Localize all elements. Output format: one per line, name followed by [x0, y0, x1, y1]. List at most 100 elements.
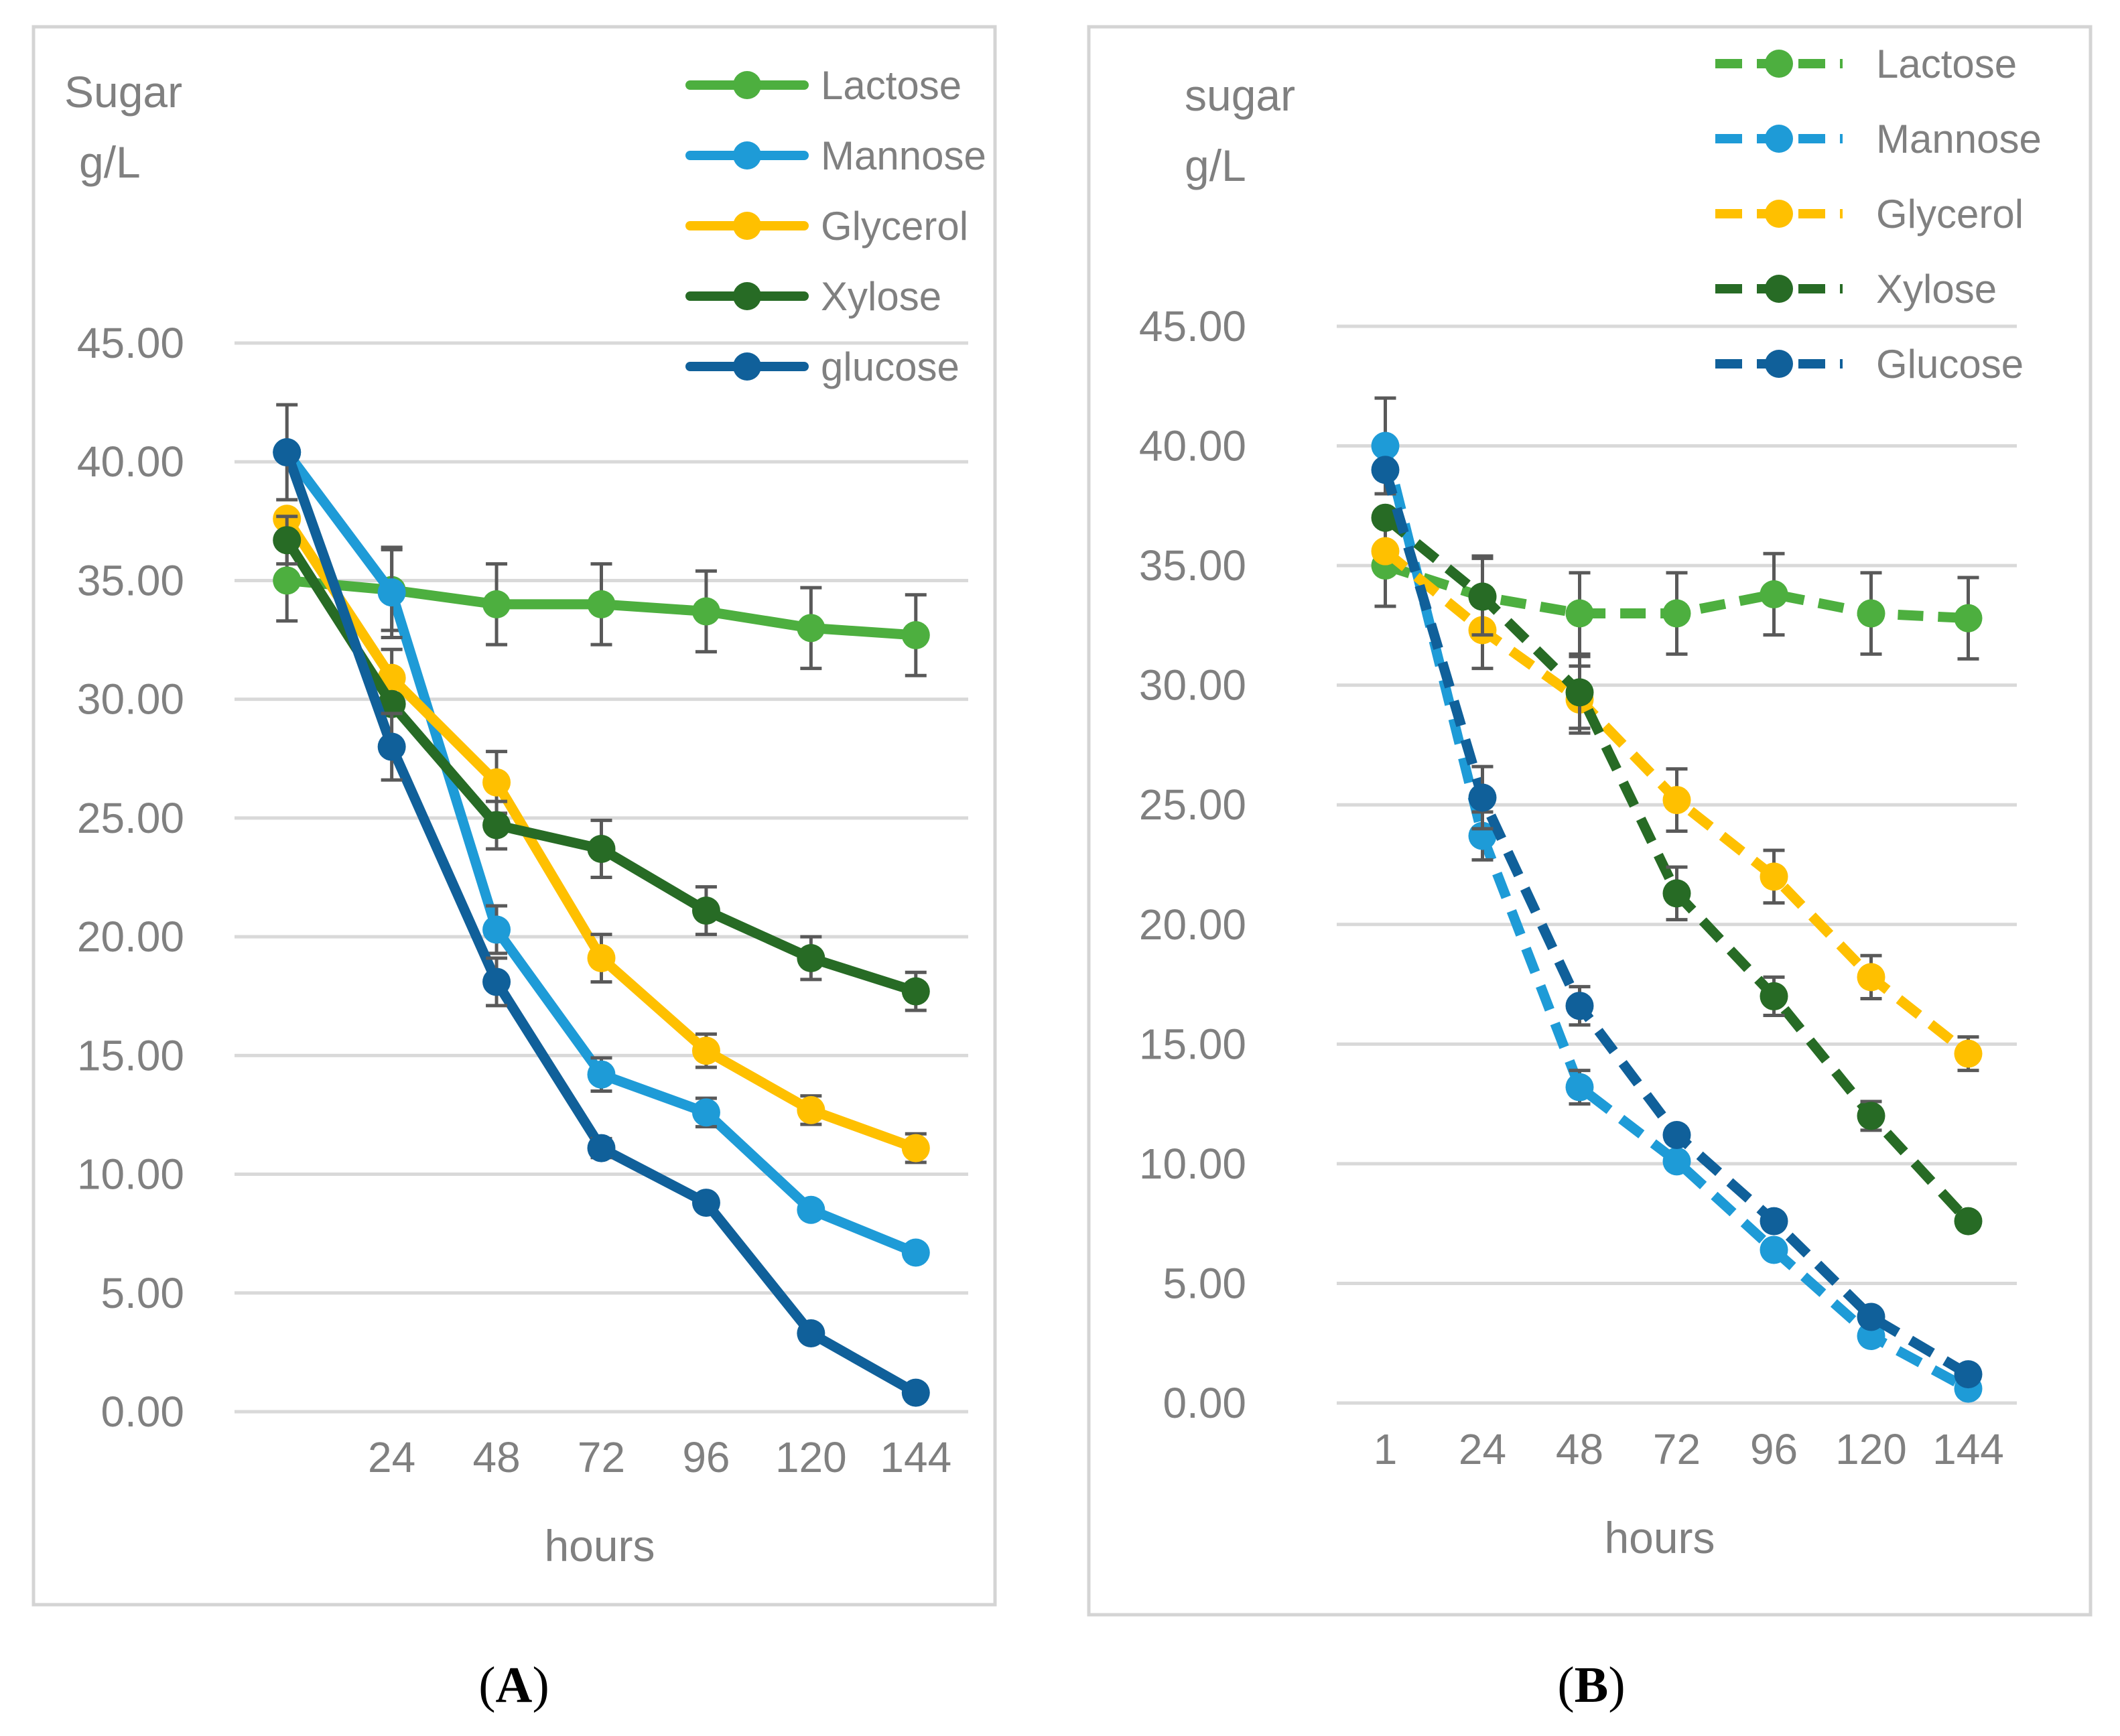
- data-point: [1371, 456, 1400, 484]
- data-point: [901, 977, 930, 1006]
- data-point: [1565, 678, 1594, 707]
- data-point: [797, 1095, 825, 1124]
- y-tick-label: 20.00: [1139, 900, 1246, 949]
- x-axis-title: hours: [544, 1521, 655, 1571]
- data-point: [1857, 1303, 1885, 1331]
- legend-item-glucose: Glucose: [1715, 342, 2024, 387]
- y-axis-title: g/L: [79, 137, 141, 187]
- data-point: [587, 944, 616, 973]
- y-tick-label: 25.00: [1139, 781, 1246, 829]
- data-point: [1954, 1039, 1983, 1068]
- y-tick-label: 45.00: [77, 319, 184, 367]
- data-point: [691, 1037, 720, 1065]
- legend-label: Mannose: [1876, 117, 2042, 161]
- data-point: [587, 1060, 616, 1089]
- y-tick-label: 10.00: [1139, 1140, 1246, 1188]
- panel-label-letter: A: [496, 1657, 533, 1713]
- data-point: [1662, 1147, 1691, 1176]
- y-tick-label: 30.00: [77, 675, 184, 724]
- data-point: [377, 732, 406, 761]
- legend-label: Lactose: [821, 63, 962, 108]
- x-tick-label: 144: [880, 1433, 951, 1481]
- x-tick-label: 24: [368, 1433, 415, 1481]
- chart-panel-a: 0.00 5.00 10.00 15.00 20.00 25.00 30.00 35.00 40…: [31, 25, 997, 1713]
- data-point: [1662, 1121, 1691, 1150]
- x-tick-label: 120: [1835, 1425, 1907, 1473]
- data-point: [901, 1378, 930, 1407]
- legend-item-glycerol: Glycerol: [685, 204, 968, 249]
- data-point: [1662, 599, 1691, 628]
- data-point: [1565, 1073, 1594, 1101]
- x-tick-label: 48: [1556, 1425, 1603, 1473]
- data-point: [691, 1189, 720, 1217]
- x-tick-label: 1: [1374, 1425, 1398, 1473]
- data-point: [691, 896, 720, 925]
- y-axis-title: Sugar: [64, 67, 182, 117]
- data-point: [1662, 879, 1691, 908]
- y-tick-label: 0.00: [101, 1388, 184, 1436]
- data-point: [901, 620, 930, 649]
- legend-label: Glycerol: [821, 204, 968, 249]
- legend-item-mannose: Mannose: [685, 133, 986, 178]
- series-glucose: [273, 403, 930, 1407]
- data-point: [1371, 431, 1400, 460]
- legend-item-glycerol: Glycerol: [1715, 192, 2024, 237]
- series-xylose: [1371, 503, 1983, 1236]
- data-point: [1468, 582, 1497, 611]
- legend-label: Lactose: [1876, 42, 2017, 86]
- data-point: [1857, 599, 1885, 628]
- legend: Lactose Mannose Glycerol Xylose glucose: [685, 63, 986, 389]
- legend-label: Glucose: [1876, 342, 2024, 387]
- data-point: [1371, 537, 1400, 565]
- legend: Lactose Mannose Glycerol Xylose Glucose: [1715, 42, 2042, 387]
- data-point: [797, 614, 825, 643]
- x-tick-label: 96: [682, 1433, 730, 1481]
- y-tick-label: 5.00: [101, 1269, 184, 1317]
- legend-item-mannose: Mannose: [1715, 117, 2042, 161]
- y-tick-label: 10.00: [77, 1150, 184, 1199]
- x-tick-label: 96: [1750, 1425, 1798, 1473]
- y-tick-label: 35.00: [1139, 541, 1246, 590]
- legend-swatch-marker: [733, 212, 761, 240]
- legend-swatch-marker: [1765, 125, 1793, 153]
- data-point: [273, 526, 302, 555]
- x-tick-label: 120: [775, 1433, 847, 1481]
- data-point: [377, 578, 406, 607]
- data-point: [691, 1098, 720, 1127]
- data-point: [691, 597, 720, 626]
- x-tick-label: 24: [1459, 1425, 1506, 1473]
- x-axis-title: hours: [1604, 1513, 1715, 1562]
- panel-label: (B): [1557, 1657, 1625, 1713]
- data-point: [1857, 963, 1885, 992]
- x-tick-label: 72: [578, 1433, 625, 1481]
- y-axis-title: sugar: [1185, 70, 1295, 120]
- data-point: [1857, 1101, 1885, 1130]
- data-point: [1565, 992, 1594, 1020]
- data-point: [1760, 1207, 1788, 1236]
- legend-swatch-marker: [733, 71, 761, 99]
- data-point: [1954, 604, 1983, 632]
- series-glucose: [1371, 456, 1983, 1389]
- legend-swatch-marker: [733, 282, 761, 310]
- y-tick-label: 35.00: [77, 556, 184, 604]
- panel-label: (A): [478, 1657, 549, 1713]
- legend-item-glucose: glucose: [685, 344, 959, 389]
- data-point: [1662, 786, 1691, 815]
- data-point: [587, 1134, 616, 1162]
- data-point: [1760, 982, 1788, 1010]
- data-point: [587, 834, 616, 863]
- legend-label: Glycerol: [1876, 192, 2024, 237]
- data-point: [482, 811, 511, 840]
- chart-panel-b: 0.00 5.00 10.00 15.00 20.00 25.00 30.00 35.00 40…: [1087, 25, 2093, 1713]
- y-tick-label: 25.00: [77, 794, 184, 842]
- legend-swatch-marker: [733, 141, 761, 170]
- data-point: [901, 1238, 930, 1267]
- x-tick-label: 48: [472, 1433, 520, 1481]
- data-point: [1954, 1207, 1983, 1236]
- legend-label: Xylose: [1876, 267, 1997, 312]
- data-point: [1760, 1236, 1788, 1264]
- data-point: [797, 1195, 825, 1224]
- y-tick-label: 15.00: [1139, 1020, 1246, 1068]
- y-tick-label: 20.00: [77, 913, 184, 961]
